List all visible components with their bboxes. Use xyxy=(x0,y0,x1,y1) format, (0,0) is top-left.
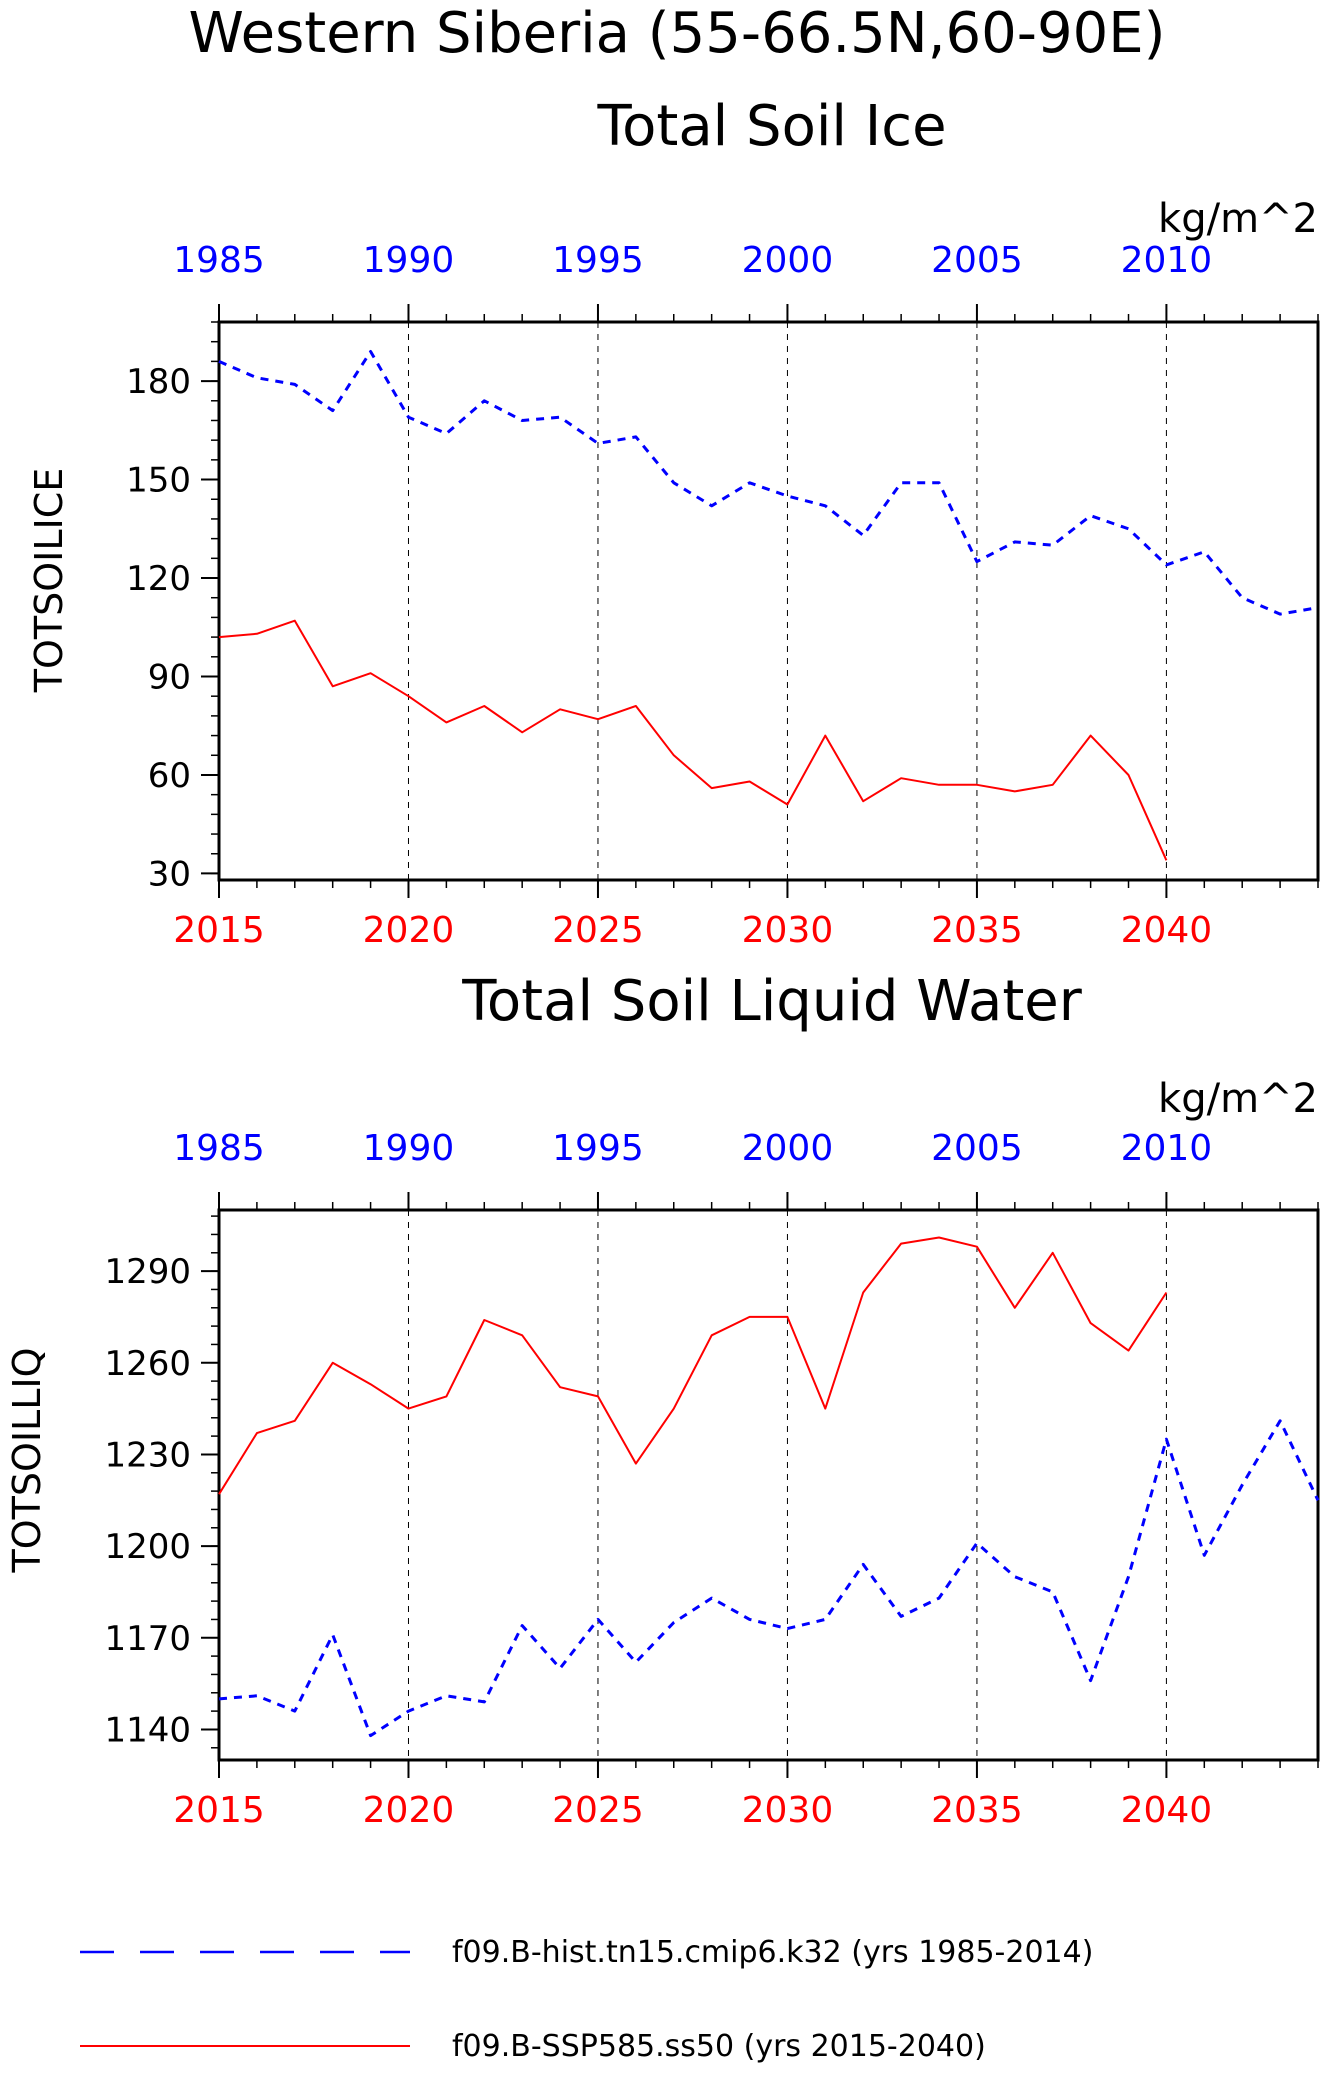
p1-bottom-tick-label: 2035 xyxy=(931,1790,1023,1831)
p1-ytick-label: 1230 xyxy=(104,1435,191,1475)
soil-ice-panel: Total Soil Ice kg/m^2 TOTSOILICE 30 60 90 1… xyxy=(27,94,1320,951)
p1-bottom-tick-label: 2025 xyxy=(552,1790,644,1831)
p1-top-tick-label: 2005 xyxy=(931,1128,1023,1169)
p1-ssp-series-line xyxy=(218,1236,1168,1495)
p0-top-tick-label: 1995 xyxy=(552,240,644,281)
p1-bottom-tick-label: 2015 xyxy=(173,1790,265,1831)
p1-top-tick-label: 2010 xyxy=(1121,1128,1213,1169)
p1-frame xyxy=(217,1208,1320,1762)
p0-ytick-label: 90 xyxy=(148,657,191,697)
p0-bottom-tick-label: 2035 xyxy=(931,910,1023,951)
p1-top-tick-label: 1985 xyxy=(173,1128,265,1169)
soil-ice-ylabel: TOTSOILICE xyxy=(27,468,71,694)
p0-ytick-label: 150 xyxy=(126,461,191,501)
p1-bottom-tick-label: 2030 xyxy=(742,1790,834,1831)
legend: f09.B-hist.tn15.cmip6.k32 (yrs 1985-2014… xyxy=(80,1935,1093,2064)
p1-ytick-label: 1140 xyxy=(104,1710,191,1750)
p0-top-tick-label: 1990 xyxy=(363,240,455,281)
p1-ytick-label: 1290 xyxy=(104,1252,191,1292)
soil-liquid-title: Total Soil Liquid Water xyxy=(461,969,1083,1034)
p1-ytick-label: 1170 xyxy=(104,1619,191,1659)
figure-title: Western Siberia (55-66.5N,60-90E) xyxy=(189,1,1166,66)
legend-hist-label: f09.B-hist.tn15.cmip6.k32 (yrs 1985-2014… xyxy=(452,1935,1093,1970)
legend-ssp-label: f09.B-SSP585.ss50 (yrs 2015-2040) xyxy=(452,2029,986,2064)
p0-top-tick-label: 2010 xyxy=(1121,240,1213,281)
p0-ssp-series-line xyxy=(218,619,1168,861)
p0-bottom-tick-label: 2015 xyxy=(173,910,265,951)
soil-liquid-plot: 1140 1170 1200 1230 1260 1290 1985 1990 1995 2000… xyxy=(104,1128,1320,1831)
p0-bottom-tick-label: 2020 xyxy=(363,910,455,951)
p0-top-tick-label: 1985 xyxy=(173,240,265,281)
p1-top-tick-label: 1990 xyxy=(363,1128,455,1169)
p0-ytick-label: 30 xyxy=(148,854,191,894)
p0-ytick-label: 120 xyxy=(126,559,191,599)
p0-frame xyxy=(217,320,1320,882)
soil-ice-units: kg/m^2 xyxy=(1158,196,1318,242)
p0-hist-series-line xyxy=(218,350,1319,616)
soil-liquid-panel: Total Soil Liquid Water kg/m^2 TOTSOILLI… xyxy=(5,969,1320,1831)
p0-bottom-tick-label: 2025 xyxy=(552,910,644,951)
p0-top-tick-label: 2000 xyxy=(742,240,834,281)
p1-ytick-label: 1260 xyxy=(104,1344,191,1384)
p1-ytick-label: 1200 xyxy=(104,1527,191,1567)
p1-hist-series-line xyxy=(218,1419,1320,1738)
p1-top-tick-label: 1995 xyxy=(552,1128,644,1169)
p1-bottom-tick-label: 2020 xyxy=(363,1790,455,1831)
p0-ytick-label: 60 xyxy=(148,756,191,796)
p0-bottom-tick-label: 2030 xyxy=(742,910,834,951)
p0-ytick-label: 180 xyxy=(126,362,191,402)
soil-ice-title: Total Soil Ice xyxy=(596,94,946,159)
p1-top-tick-label: 2000 xyxy=(742,1128,834,1169)
soil-liquid-units: kg/m^2 xyxy=(1158,1076,1318,1122)
soil-ice-plot: 30 60 90 120 150 180 1985 1990 1995 2000 2005 2010 2… xyxy=(126,240,1320,951)
p0-top-tick-label: 2005 xyxy=(931,240,1023,281)
soil-liquid-ylabel: TOTSOILLIQ xyxy=(5,1347,49,1573)
p1-bottom-tick-label: 2040 xyxy=(1121,1790,1213,1831)
p0-bottom-tick-label: 2040 xyxy=(1121,910,1213,951)
